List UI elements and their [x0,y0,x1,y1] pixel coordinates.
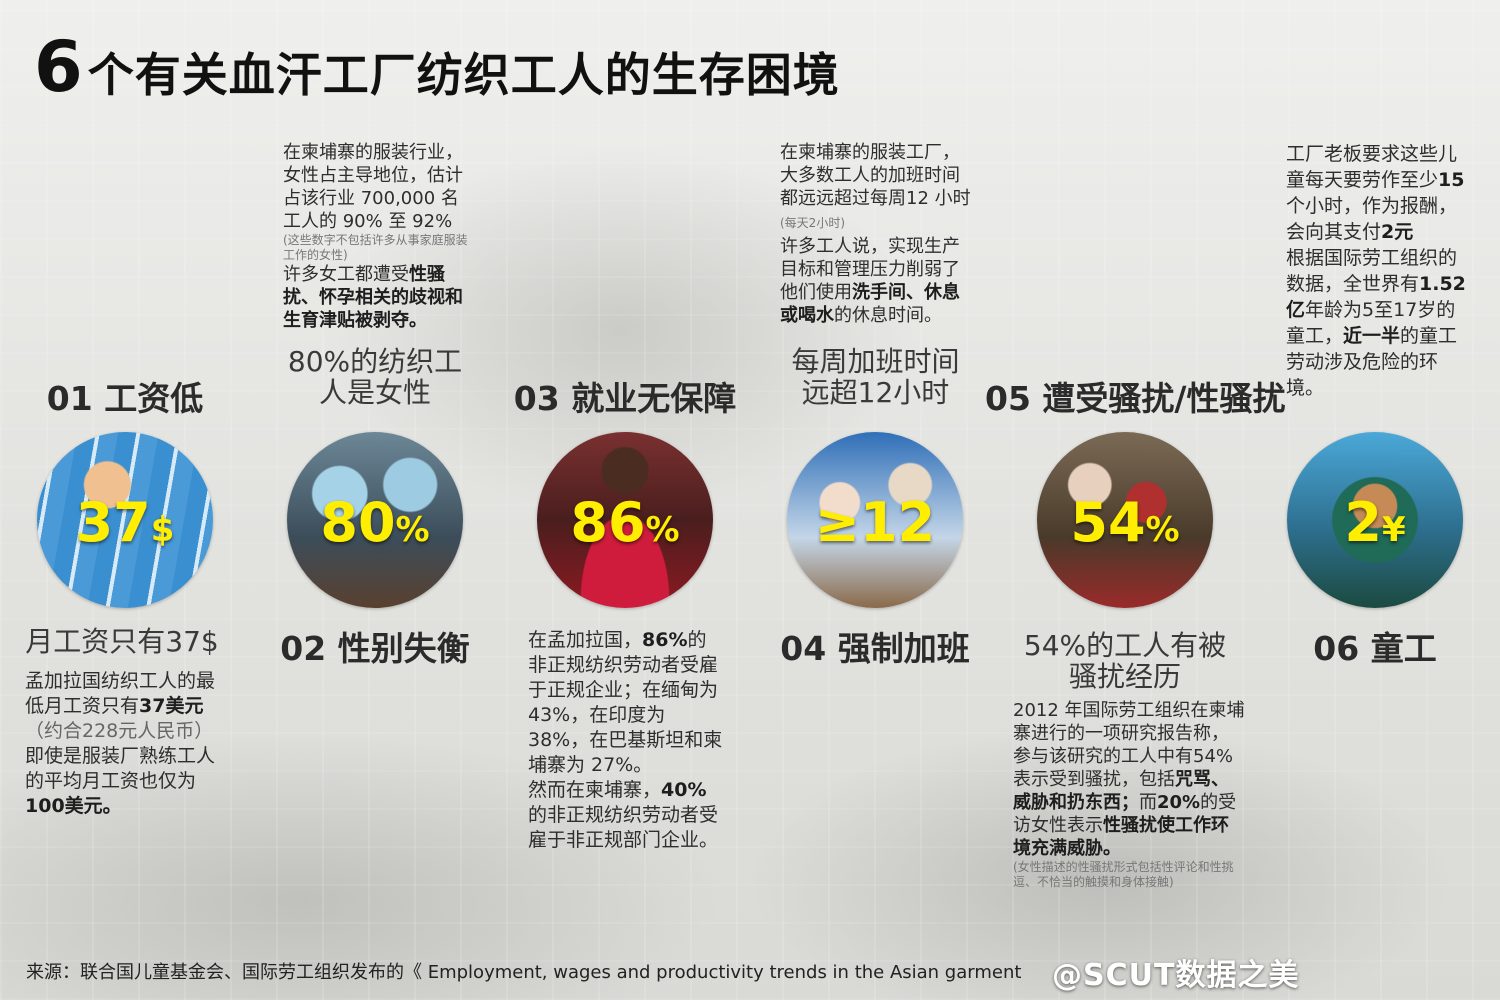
heading-gender-imbalance: 02 性别失衡 [280,629,470,668]
title-number: 6 [34,26,84,108]
heading-harassment: 05 遭受骚扰/性骚扰 [985,379,1286,418]
watermark: @SCUT数据之美 [1052,958,1300,993]
heading-child-labor: 06 童工 [1313,629,1437,668]
subheading-gender: 80%的纺织工人是女性 [287,345,463,409]
page-title: 6个有关血汗工厂纺织工人的生存困境 [34,26,840,108]
text-gender: 在柬埔寨的服装行业，女性占主导地位，估计占该行业 700,000 名工人的 90… [283,142,468,331]
heading-job-insecurity: 03 就业无保障 [513,379,737,418]
stat-value-child-labor: 2¥ [1344,490,1406,554]
stat-circle-gender: 80% [287,432,463,608]
subheading-harassment: 54%的工人有被骚扰经历 [1023,629,1227,693]
source-note: 来源：联合国儿童基金会、国际劳工组织发布的《 Employment, wages… [26,962,1022,983]
text-overtime: 在柬埔寨的服装工厂，大多数工人的加班时间都远远超过每周12 小时(每天2小时) 许… [780,142,971,326]
stat-circle-wage: 37$ [37,432,213,608]
title-text: 个有关血汗工厂纺织工人的生存困境 [87,48,840,102]
text-child-labor: 工厂老板要求这些儿童每天要劳作至少15个小时，作为报酬，会向其支付2元 根据国际劳… [1286,143,1466,399]
text-insecurity: 在孟加拉国，86%的非正规纺织劳动者受雇于正规企业；在缅甸为43%，在印度为38… [528,629,723,851]
stat-circle-insecurity: 86% [537,432,713,608]
heading-forced-overtime: 04 强制加班 [780,629,970,668]
text-wage: 孟加拉国纺织工人的最低月工资只有37美元（约合228元人民币）即使是服装厂熟练工… [25,670,216,817]
stat-value-gender: 80% [320,490,430,554]
text-harassment: 2012 年国际劳工组织在柬埔寨进行的一项研究报告称，参与该研究的工人中有54%… [1013,700,1245,889]
stat-value-harassment: 54% [1070,490,1180,554]
subheading-overtime: 每周加班时间远超12小时 [791,345,960,409]
stat-value-insecurity: 86% [570,490,680,554]
stat-value-wage: 37$ [75,490,175,554]
subheading-wage: 月工资只有37$ [25,625,219,658]
stat-circle-child-labor: 2¥ [1287,432,1463,608]
stat-circle-harassment: 54% [1037,432,1213,608]
stat-value-overtime: ≥12 [814,490,936,554]
heading-low-wage: 01 工资低 [46,379,204,418]
stat-circle-overtime: ≥12 [787,432,963,608]
